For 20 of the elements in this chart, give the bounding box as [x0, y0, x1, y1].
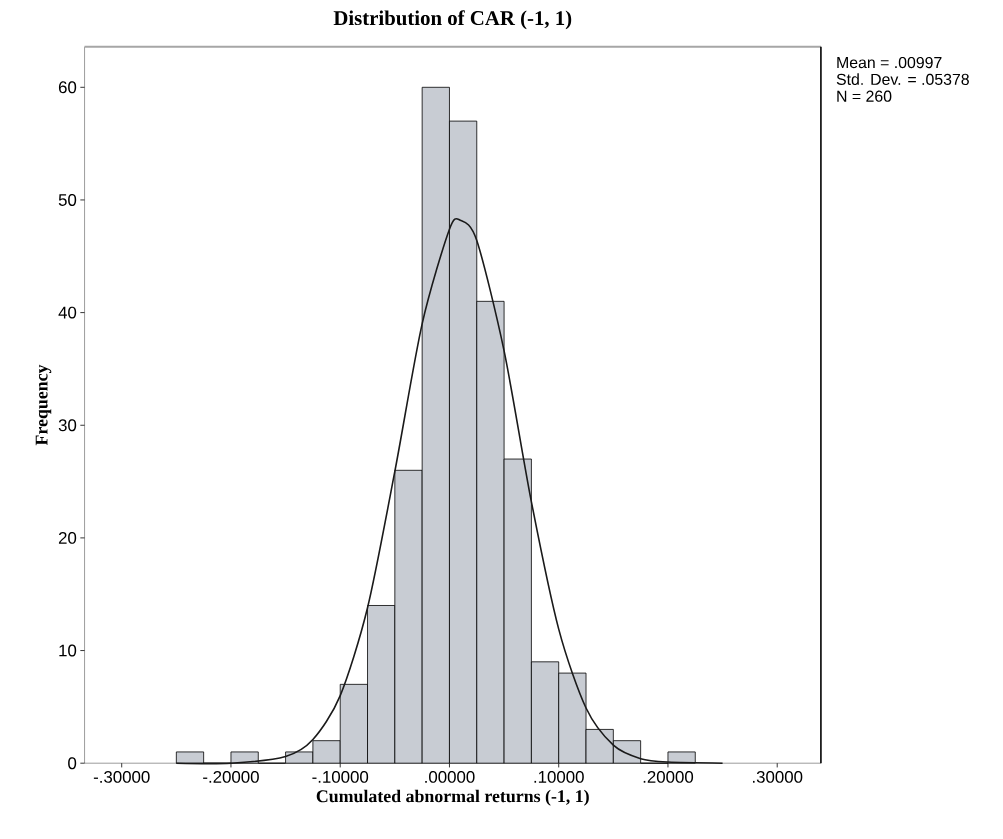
chart-title: Distribution of CAR (-1, 1): [333, 10, 572, 30]
y-tick-label: 40: [58, 306, 77, 319]
y-tick-label: 50: [58, 194, 77, 206]
y-tick-label: 30: [58, 419, 77, 432]
x-tick-label: .10000: [534, 771, 584, 783]
x-tick-label: .20000: [643, 771, 694, 783]
x-tick-label: .30000: [752, 771, 803, 783]
y-tick-label: 10: [59, 644, 77, 657]
text: N = 260: [837, 90, 892, 102]
x-tick-label: -.20000: [203, 771, 259, 783]
y-tick-label: 20: [58, 532, 77, 544]
x-tick-label: -.30000: [93, 771, 150, 783]
y-tick-label: 60: [58, 81, 77, 94]
text: Mean = .00997: [837, 56, 942, 69]
y-axis-title: Frequency: [35, 364, 52, 446]
y-tick-label: 0: [68, 757, 77, 770]
text: Std. Dev. = .05378: [836, 73, 969, 86]
x-tick-label: .00000: [425, 771, 475, 783]
x-tick-label: -.10000: [312, 771, 369, 783]
x-axis-title: Cumulated abnormal returns (-1, 1): [316, 789, 589, 806]
